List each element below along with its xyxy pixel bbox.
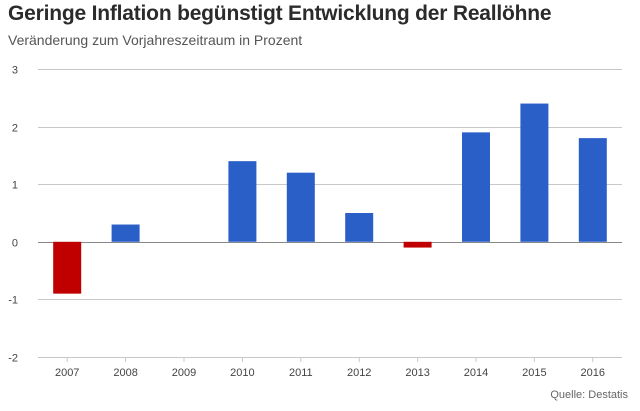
x-tick-label: 2016	[581, 367, 605, 379]
x-tick-label: 2011	[289, 367, 313, 379]
y-tick-label: 0	[12, 238, 18, 250]
bar-2011	[286, 172, 315, 242]
x-tick-label: 2013	[405, 367, 429, 379]
bar-2013	[403, 241, 432, 248]
y-tick-label: -2	[8, 353, 18, 365]
bar-2007	[53, 241, 82, 294]
x-tick-label: 2007	[55, 367, 79, 379]
x-tick-label: 2015	[522, 367, 546, 379]
y-tick-label: 1	[12, 180, 18, 192]
bars	[53, 103, 607, 294]
x-tick-label: 2008	[113, 367, 137, 379]
x-tick-label: 2010	[230, 367, 254, 379]
chart-subtitle: Veränderung zum Vorjahreszeitraum in Pro…	[8, 32, 303, 48]
y-tick-label: 3	[12, 65, 18, 77]
source-note: Quelle: Destatis	[550, 389, 628, 401]
bar-2014	[462, 132, 490, 242]
y-axis-ticks: -2 -1 0 1 2 3	[8, 65, 18, 365]
bar-2016	[578, 138, 607, 242]
x-axis-ticks: 2007 2008 2009 2010 2011 2012 2013 2014 2015 2016	[55, 357, 605, 379]
bar-2010	[228, 161, 257, 242]
bar-2012	[345, 213, 374, 242]
chart-title: Geringe Inflation begünstigt Entwicklung…	[8, 2, 552, 25]
y-tick-label: -1	[8, 295, 18, 307]
gridlines	[38, 69, 622, 358]
bar-2015	[520, 103, 549, 242]
y-tick-label: 2	[12, 123, 18, 135]
x-tick-label: 2009	[172, 367, 196, 379]
x-tick-label: 2012	[347, 367, 371, 379]
x-tick-label: 2014	[464, 367, 488, 379]
bar-2008	[111, 224, 140, 242]
